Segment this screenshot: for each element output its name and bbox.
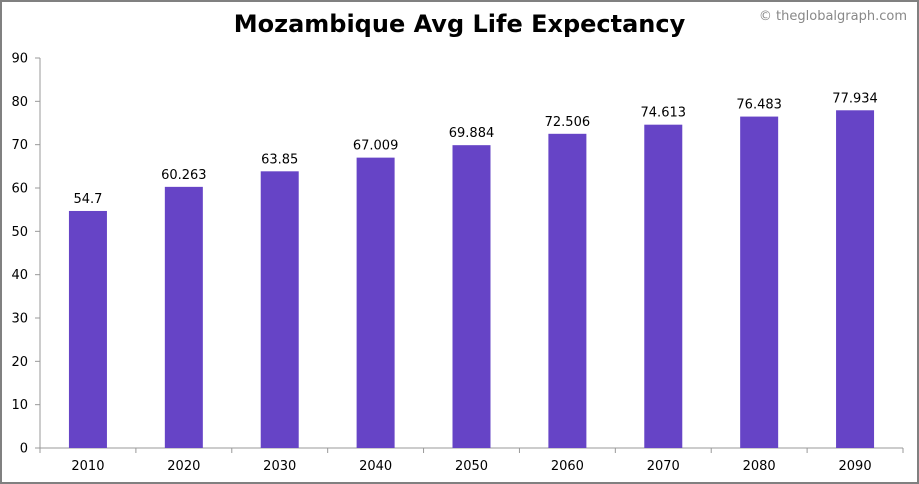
y-tick-label: 0 (20, 442, 28, 457)
y-tick-label: 40 (11, 268, 28, 283)
data-label-2040: 67.009 (353, 139, 399, 154)
y-tick-label: 50 (11, 225, 28, 240)
y-tick-label: 10 (11, 398, 28, 413)
bar-2050 (452, 145, 491, 449)
y-tick-label: 80 (11, 95, 28, 110)
x-tick-label: 2030 (263, 459, 296, 474)
y-tick-label: 70 (11, 138, 28, 153)
bar-2020 (164, 186, 203, 448)
y-tick-label: 20 (11, 355, 28, 370)
x-tick-label: 2080 (743, 459, 776, 474)
data-label-2070: 74.613 (641, 106, 687, 121)
bar-2060 (548, 133, 587, 449)
x-tick-label: 2060 (551, 459, 584, 474)
data-label-2010: 54.7 (73, 192, 102, 207)
y-tick-label: 60 (11, 182, 28, 197)
bar-2090 (836, 110, 875, 448)
data-label-2030: 63.85 (261, 152, 298, 167)
watermark: © theglobalgraph.com (758, 9, 907, 24)
x-tick-label: 2020 (167, 459, 200, 474)
x-tick-label: 2070 (647, 459, 680, 474)
chart-title: Mozambique Avg Life Expectancy (233, 10, 686, 38)
bar-2070 (644, 124, 683, 448)
data-label-2090: 77.934 (832, 91, 878, 106)
bar-2010 (68, 210, 107, 448)
x-tick-label: 2040 (359, 459, 392, 474)
bar-2040 (356, 157, 395, 448)
x-tick-label: 2050 (455, 459, 488, 474)
data-label-2050: 69.884 (449, 126, 495, 141)
data-label-2080: 76.483 (736, 98, 782, 113)
bar-2080 (740, 116, 779, 448)
data-labels: 54.7 60.263 63.85 67.009 69.884 72.506 74.613 7… (73, 91, 877, 207)
x-tick-label: 2010 (71, 459, 104, 474)
x-tick-label: 2090 (839, 459, 872, 474)
data-label-2060: 72.506 (545, 115, 591, 130)
y-tick-label: 90 (11, 52, 28, 67)
bars (68, 110, 875, 449)
data-label-2020: 60.263 (161, 168, 207, 183)
bar-2030 (260, 171, 299, 449)
y-tick-label: 30 (11, 312, 28, 327)
